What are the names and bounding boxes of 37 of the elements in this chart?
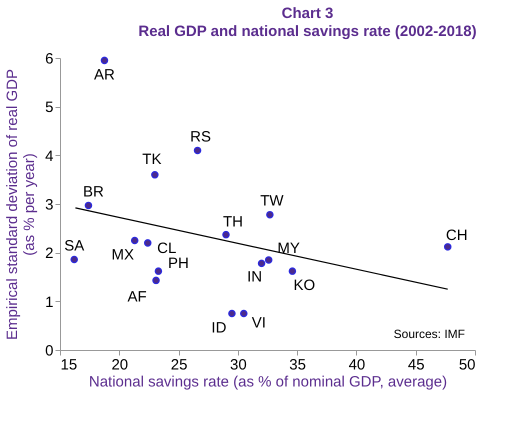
annotation: CL	[157, 240, 176, 257]
annotation: KO	[294, 277, 316, 294]
x-tick-label: 50	[458, 356, 476, 374]
y-tick-label: 1	[45, 294, 54, 311]
annotation: MX	[111, 246, 134, 264]
y-tick-label: 3	[45, 196, 54, 214]
chart-title: Chart 3	[282, 5, 334, 22]
annotation: TK	[142, 150, 162, 168]
annotation: AF	[127, 288, 147, 306]
annotation: AR	[94, 66, 116, 84]
x-tick-label: 15	[60, 356, 78, 374]
annotation: PH	[168, 255, 189, 272]
annotation: RS	[190, 128, 211, 146]
annotation: TH	[223, 214, 243, 231]
x-tick-label: 35	[289, 356, 306, 374]
annotation: SA	[64, 237, 84, 254]
annotation: ID	[211, 320, 227, 336]
y-axis-title: Empirical standard deviation of real GDP (as % per year)	[4, 69, 38, 340]
y-tick-label: 0	[45, 342, 54, 360]
x-axis-title: National savings rate (as % of nominal GDP, average)	[88, 374, 448, 390]
annotation: MY	[277, 240, 300, 257]
y-tick-label: 5	[45, 99, 54, 116]
annotation: BR	[83, 183, 104, 200]
annotation: CH	[446, 226, 468, 244]
annotation: Sources: IMF	[394, 327, 465, 341]
chart-subtitle: Real GDP and national savings rate (2002-2018)	[138, 23, 477, 40]
x-tick-label: 30	[230, 356, 247, 374]
y-tick-label: 2	[45, 245, 54, 262]
x-tick-label: 20	[111, 356, 128, 374]
x-tick-label: 40	[348, 356, 366, 374]
y-tick-label: 4	[45, 148, 54, 165]
y-tick-label: 6	[45, 50, 54, 68]
annotation: IN	[247, 268, 262, 286]
x-tick-label: 45	[408, 356, 425, 374]
annotation: VI	[252, 314, 266, 332]
x-tick-label: 25	[170, 356, 188, 374]
annotation: TW	[260, 192, 284, 210]
